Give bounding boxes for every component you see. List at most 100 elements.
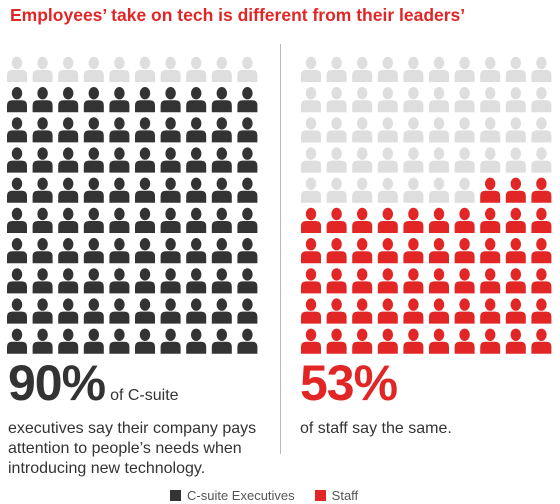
staff-icon-filled: [326, 298, 347, 324]
executives-icon-filled: [160, 298, 181, 324]
executives-icon-empty: [7, 56, 27, 82]
legend-swatch-executives: [170, 489, 181, 501]
staff-icon-filled: [531, 177, 552, 203]
staff-icon-filled: [480, 207, 501, 233]
staff-icon-empty: [377, 87, 398, 113]
executives-icon-filled: [32, 207, 53, 233]
executives-icon-filled: [160, 207, 181, 233]
executives-icon-filled: [109, 177, 130, 203]
staff-icon-filled: [505, 207, 526, 233]
staff-icon-empty: [352, 177, 373, 203]
executives-icon-filled: [186, 298, 207, 324]
staff-icon-filled: [531, 238, 552, 264]
staff-icon-empty: [377, 56, 398, 82]
executives-icon-filled: [83, 238, 104, 264]
executives-icon-filled: [211, 177, 232, 203]
executives-icon-filled: [135, 298, 155, 324]
executives-icon-filled: [58, 87, 79, 113]
staff-icon-empty: [531, 147, 552, 173]
staff-icon-empty: [326, 147, 347, 173]
executives-icon-filled: [32, 177, 53, 203]
staff-icon-filled: [403, 268, 424, 294]
staff-icon-empty: [377, 147, 398, 173]
executives-icon-filled: [160, 328, 181, 354]
staff-icon-filled: [352, 238, 373, 264]
staff-icon-empty: [505, 87, 526, 113]
staff-icon-filled: [454, 328, 475, 354]
executives-icon-filled: [7, 147, 27, 173]
staff-icon-empty: [377, 177, 398, 203]
legend-swatch-staff: [314, 489, 326, 501]
staff-icon-empty: [505, 117, 526, 143]
staff-icon-empty: [301, 147, 321, 173]
staff-icon-empty: [429, 147, 449, 173]
staff-icon-empty: [454, 87, 475, 113]
executives-icon-filled: [109, 117, 130, 143]
executives-icon-filled: [83, 117, 104, 143]
executives-icon-empty: [58, 56, 79, 82]
staff-icon-filled: [301, 207, 321, 233]
legend-item-executives: C-suite Executives: [170, 488, 295, 503]
staff-icon-empty: [480, 117, 501, 143]
staff-icon-empty: [301, 87, 321, 113]
staff-icon-empty: [352, 87, 373, 113]
executives-icon-empty: [83, 56, 104, 82]
executives-icon-filled: [135, 147, 155, 173]
executives-icon-filled: [186, 177, 207, 203]
staff-icon-filled: [403, 238, 424, 264]
executives-icon-empty: [186, 56, 207, 82]
staff-icon-empty: [326, 177, 347, 203]
staff-icon-filled: [377, 328, 398, 354]
executives-icon-filled: [109, 268, 130, 294]
executives-icon-filled: [186, 117, 207, 143]
staff-icon-empty: [403, 147, 424, 173]
staff-stat-line-1: of staff say the same.: [300, 420, 452, 437]
executives-icon-filled: [109, 238, 130, 264]
executives-icon-filled: [186, 147, 207, 173]
staff-icon-empty: [531, 56, 552, 82]
executives-icon-filled: [7, 238, 27, 264]
executives-icon-filled: [32, 147, 53, 173]
executives-icon-empty: [237, 56, 258, 82]
executives-icon-filled: [135, 207, 155, 233]
executives-icon-filled: [109, 207, 130, 233]
staff-icon-filled: [377, 207, 398, 233]
staff-icon-empty: [480, 87, 501, 113]
executives-icon-filled: [109, 87, 130, 113]
executives-icon-filled: [135, 117, 155, 143]
staff-icon-filled: [403, 328, 424, 354]
executives-icon-filled: [237, 207, 258, 233]
staff-icon-empty: [480, 56, 501, 82]
executives-icon-filled: [160, 147, 181, 173]
staff-icon-filled: [429, 298, 449, 324]
staff-icon-filled: [531, 268, 552, 294]
executives-icon-filled: [83, 207, 104, 233]
executives-icon-filled: [32, 238, 53, 264]
executives-icon-filled: [83, 298, 104, 324]
staff-icon-filled: [480, 238, 501, 264]
executives-icon-filled: [83, 268, 104, 294]
staff-icon-filled: [454, 238, 475, 264]
staff-icon-empty: [352, 117, 373, 143]
staff-icon-filled: [301, 298, 321, 324]
staff-icon-empty: [301, 177, 321, 203]
executives-stat-line-3: introducing new technology.: [8, 460, 206, 477]
executives-icon-filled: [7, 328, 27, 354]
chart-title: Employees’ take on tech is different fro…: [10, 5, 466, 25]
staff-icon-empty: [480, 147, 501, 173]
staff-icon-empty: [454, 177, 475, 203]
executives-icon-filled: [135, 177, 155, 203]
executives-icon-filled: [7, 117, 27, 143]
staff-icon-filled: [301, 268, 321, 294]
executives-icon-filled: [237, 87, 258, 113]
staff-icon-empty: [326, 117, 347, 143]
staff-icon-filled: [377, 268, 398, 294]
executives-icon-filled: [7, 298, 27, 324]
executives-icon-filled: [32, 298, 53, 324]
staff-icon-empty: [403, 177, 424, 203]
panel-divider: [280, 44, 281, 454]
executives-icon-filled: [186, 87, 207, 113]
executives-icon-filled: [58, 328, 79, 354]
staff-icon-empty: [326, 56, 347, 82]
legend-label-executives: C-suite Executives: [187, 487, 295, 503]
